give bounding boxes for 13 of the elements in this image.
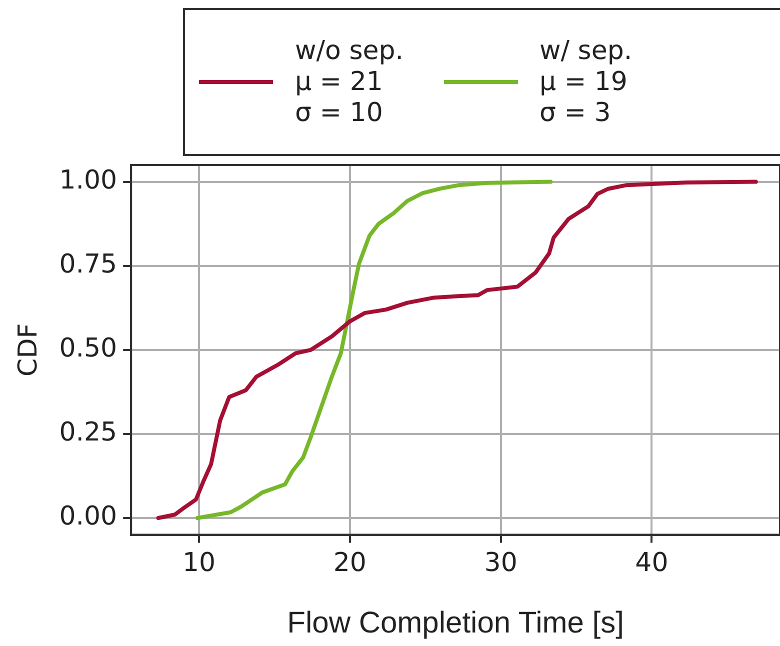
legend-label: w/ sep. μ = 19 σ = 3 — [540, 36, 632, 128]
x-tick-label: 10 — [182, 548, 216, 578]
y-tick-label: 0.25 — [59, 418, 118, 448]
x-tick-label: 30 — [484, 548, 518, 578]
y-tick-label: 0.00 — [59, 502, 118, 532]
x-tick-label: 20 — [333, 548, 366, 578]
y-axis-title: CDF — [13, 323, 44, 376]
x-tick-label: 40 — [635, 548, 668, 578]
y-tick-label: 0.75 — [59, 250, 118, 280]
y-tick-label: 0.50 — [59, 334, 118, 364]
x-axis-title: Flow Completion Time [s] — [287, 606, 624, 640]
y-tick-label: 1.00 — [59, 166, 118, 196]
legend-label: w/o sep. μ = 21 σ = 10 — [295, 36, 404, 128]
